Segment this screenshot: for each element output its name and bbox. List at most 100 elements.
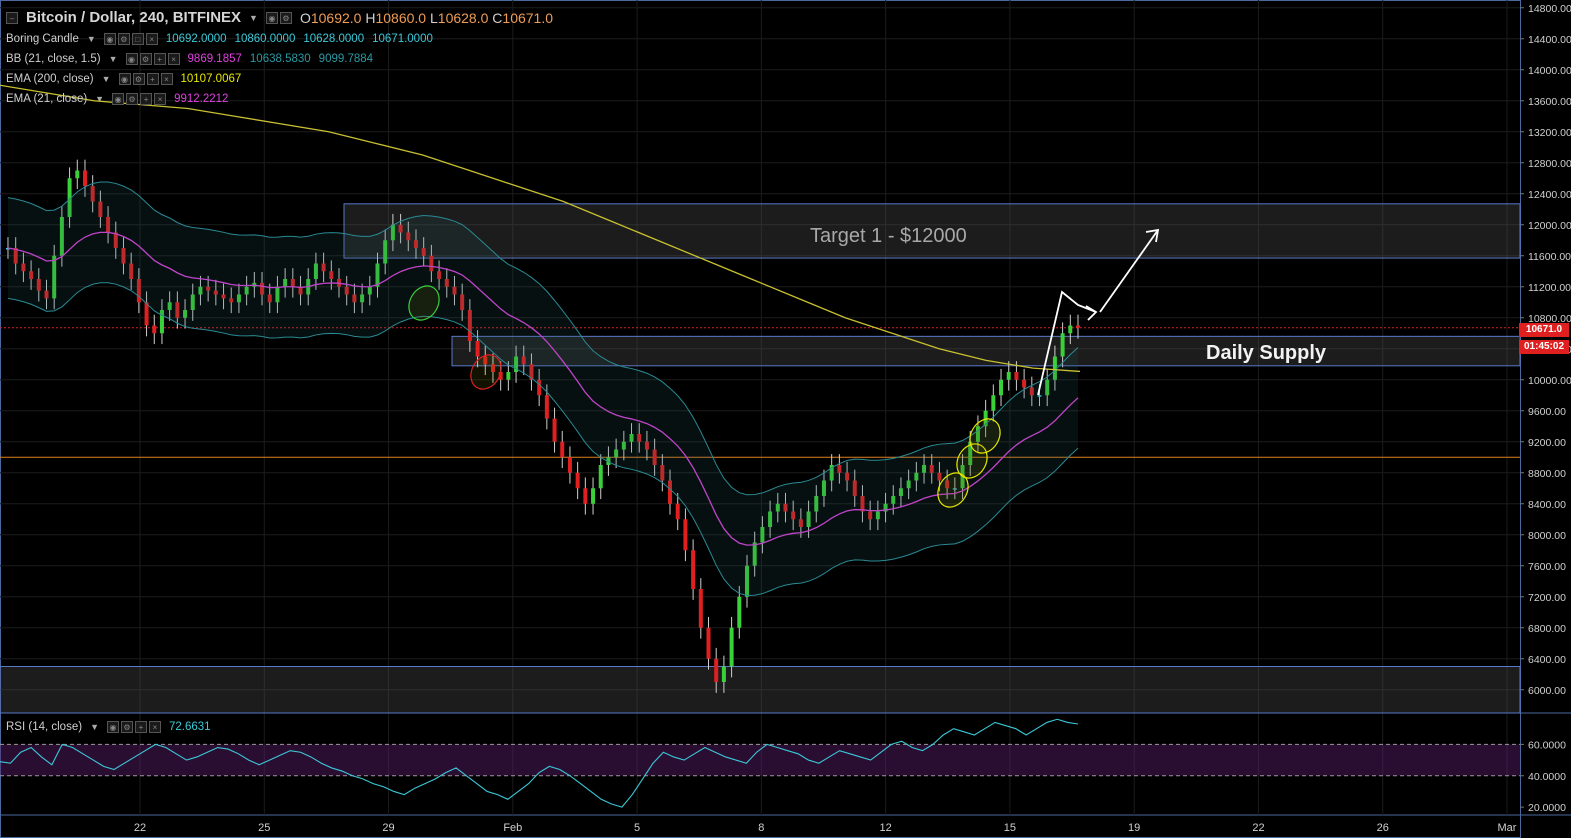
candle-body	[498, 372, 503, 380]
plus-icon[interactable]: +	[134, 721, 147, 733]
candle-body	[44, 290, 49, 299]
candle-body	[775, 503, 780, 512]
y-tick-label: 13600.00	[1528, 96, 1571, 108]
y-tick-label: 14400.00	[1528, 34, 1571, 46]
close-icon[interactable]: ×	[154, 93, 167, 105]
candle-body	[121, 248, 126, 264]
candle-body	[552, 418, 557, 442]
close-icon[interactable]: ×	[145, 33, 158, 45]
candle-body	[1045, 379, 1050, 396]
bb-lower-line	[7, 282, 1079, 597]
candle-body	[660, 465, 665, 481]
y-tick-label: 60.0000	[1528, 739, 1566, 751]
chevron-down-icon[interactable]: ▼	[90, 722, 99, 732]
candle-body	[29, 271, 34, 279]
collapse-icon[interactable]: –	[6, 11, 18, 24]
plus-icon[interactable]: +	[146, 73, 159, 85]
candle-body	[1052, 356, 1057, 380]
eye-icon[interactable]: ◉	[118, 73, 131, 85]
settings-icon[interactable]: ⚙	[139, 53, 152, 65]
chevron-down-icon[interactable]: ▼	[86, 34, 96, 44]
candle-body	[737, 596, 742, 628]
plus-icon[interactable]: +	[153, 53, 166, 65]
projection-arrow-2	[1099, 229, 1159, 313]
rsi-line	[0, 718, 1079, 808]
candle-body	[721, 666, 726, 682]
x-tick-label: 15	[1004, 822, 1016, 834]
x-tick-label: 5	[634, 822, 640, 834]
price-zone	[451, 335, 1521, 367]
candle-body	[52, 255, 57, 299]
candle-body	[821, 480, 826, 496]
candle-body	[390, 224, 395, 241]
candle-body	[421, 248, 426, 256]
candle-body	[845, 472, 850, 481]
price-zone	[343, 203, 1521, 259]
chevron-down-icon[interactable]: ▼	[101, 74, 111, 84]
candle-body	[1006, 372, 1011, 380]
candle-body	[991, 395, 996, 411]
ema200-line	[0, 84, 1081, 373]
y-tick-label: 12000.00	[1528, 220, 1571, 232]
y-tick-label: 20.0000	[1528, 802, 1566, 814]
candle-body	[506, 372, 511, 380]
y-tick-label: 6800.00	[1528, 623, 1566, 635]
candle-body	[922, 465, 927, 473]
candle-body	[567, 457, 572, 473]
candle-body	[406, 232, 411, 241]
x-tick-label: 29	[382, 822, 394, 834]
target-zone-label: Target 1 - $12000	[810, 225, 967, 247]
candle-body	[906, 480, 911, 489]
settings-icon[interactable]: ⚙	[126, 93, 139, 105]
candle-body	[1014, 372, 1019, 380]
candle-body	[167, 302, 172, 310]
candle-body	[75, 170, 80, 179]
candle-body	[644, 441, 649, 450]
candle-body	[190, 294, 195, 310]
last-price-tag: 10671.0	[1519, 323, 1569, 337]
candle-body	[267, 294, 272, 303]
candle-body	[829, 465, 834, 481]
candle-body	[221, 294, 226, 299]
y-tick-label: 7600.00	[1528, 561, 1566, 573]
candle-body	[475, 341, 480, 357]
settings-icon[interactable]: ⚙	[132, 73, 145, 85]
chevron-down-icon[interactable]: ▼	[249, 12, 258, 23]
chevron-down-icon[interactable]: ▼	[95, 94, 105, 104]
settings-icon[interactable]: ⚙	[117, 33, 130, 45]
candle-body	[883, 503, 888, 512]
candle-body	[129, 263, 134, 279]
candle-body	[59, 217, 64, 256]
y-tick-label: 14800.00	[1528, 3, 1571, 15]
supply-zone-label: Daily Supply	[1206, 342, 1327, 364]
chevron-down-icon[interactable]: ▼	[108, 54, 118, 64]
eye-icon[interactable]: ◉	[103, 33, 116, 45]
eye-icon[interactable]: ◉	[125, 53, 138, 65]
plus-icon[interactable]: +	[140, 93, 153, 105]
ohlc-readout: O10692.0 H10860.0 L10628.0 C10671.0	[299, 9, 554, 26]
y-tick-label: 10000.00	[1528, 375, 1571, 387]
settings-icon[interactable]: ⚙	[120, 721, 133, 733]
candle-body	[591, 488, 596, 504]
symbol-title[interactable]: Bitcoin / Dollar, 240, BITFINEX	[26, 9, 242, 26]
eye-icon[interactable]: ◉	[112, 93, 125, 105]
close-icon[interactable]: ×	[167, 53, 180, 65]
y-tick-label: 11200.00	[1528, 282, 1571, 294]
eye-icon[interactable]: ◉	[106, 721, 119, 733]
candle-body	[952, 488, 957, 490]
candle-body	[106, 217, 111, 233]
close-icon[interactable]: ×	[160, 73, 173, 85]
y-tick-label: 40.0000	[1528, 771, 1566, 783]
lock-icon[interactable]: □	[131, 33, 144, 45]
candle-body	[1037, 395, 1042, 397]
indicator-legend-bb: BB (21, close, 1.5) ▼ ◉ ⚙ + × 9869.1857 106…	[6, 53, 374, 65]
candle-body	[367, 286, 372, 295]
eye-icon[interactable]: ◉	[265, 11, 278, 24]
y-tick-label: 9600.00	[1528, 406, 1566, 418]
close-icon[interactable]: ×	[148, 721, 161, 733]
settings-icon[interactable]: ⚙	[279, 11, 292, 24]
symbol-buttons: ◉ ⚙	[265, 11, 292, 24]
y-tick-label: 10800.00	[1528, 313, 1571, 325]
candle-body	[329, 271, 334, 279]
